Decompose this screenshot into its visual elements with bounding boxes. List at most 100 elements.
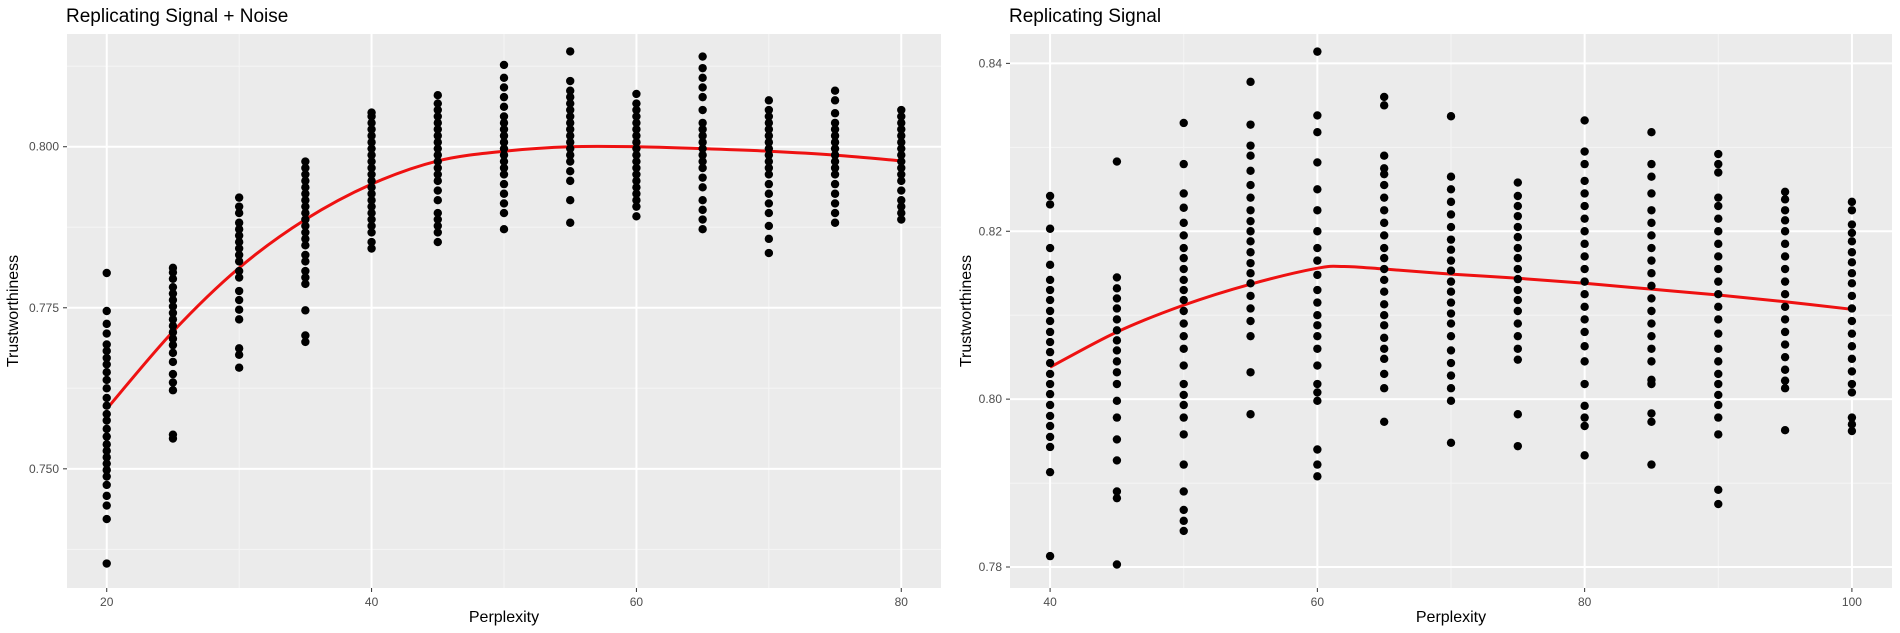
data-point bbox=[1112, 560, 1122, 569]
data-point bbox=[234, 257, 244, 266]
data-point bbox=[1045, 551, 1055, 561]
data-point bbox=[1045, 467, 1055, 477]
data-point bbox=[897, 163, 906, 173]
data-point bbox=[1379, 275, 1389, 285]
data-point bbox=[1112, 346, 1122, 355]
data-point bbox=[102, 424, 111, 434]
data-point bbox=[1112, 368, 1122, 377]
data-point bbox=[433, 131, 442, 140]
data-point bbox=[234, 237, 244, 247]
data-point bbox=[1714, 277, 1723, 286]
data-point bbox=[499, 157, 509, 166]
data-point bbox=[168, 302, 178, 311]
data-point bbox=[234, 266, 244, 276]
data-point bbox=[1580, 214, 1589, 223]
data-point bbox=[433, 237, 442, 247]
data-point bbox=[102, 501, 111, 510]
data-point bbox=[1847, 237, 1857, 246]
data-point bbox=[1045, 260, 1055, 270]
data-point bbox=[1513, 201, 1523, 211]
data-point bbox=[1513, 295, 1523, 305]
data-point bbox=[1847, 379, 1857, 389]
data-point bbox=[1446, 331, 1456, 341]
data-point bbox=[1379, 92, 1389, 102]
data-point bbox=[234, 350, 244, 360]
data-point bbox=[1446, 172, 1456, 181]
data-point bbox=[698, 173, 707, 182]
data-point bbox=[698, 157, 707, 166]
data-point bbox=[367, 202, 376, 211]
data-point bbox=[566, 92, 575, 102]
data-point bbox=[1313, 285, 1322, 295]
data-point bbox=[1714, 159, 1723, 169]
data-point bbox=[1647, 231, 1656, 240]
data-point bbox=[1045, 306, 1055, 316]
data-point bbox=[566, 167, 575, 176]
data-point bbox=[632, 202, 641, 211]
x-tick-label: 80 bbox=[895, 595, 909, 609]
data-point bbox=[764, 150, 774, 160]
data-point bbox=[301, 221, 310, 231]
data-point bbox=[1647, 460, 1656, 469]
data-point bbox=[632, 105, 641, 115]
data-point bbox=[1179, 189, 1188, 198]
data-point bbox=[566, 99, 575, 108]
data-point bbox=[1580, 421, 1589, 431]
data-point bbox=[1112, 493, 1122, 503]
data-point bbox=[1179, 505, 1188, 515]
data-point bbox=[1246, 410, 1255, 419]
data-point bbox=[1179, 231, 1188, 240]
data-point bbox=[632, 196, 641, 205]
data-point bbox=[499, 189, 509, 198]
data-point bbox=[102, 306, 111, 316]
data-point bbox=[1045, 327, 1055, 337]
data-point bbox=[1179, 430, 1188, 439]
data-point bbox=[897, 202, 906, 211]
data-point bbox=[830, 157, 840, 166]
data-point bbox=[1580, 342, 1589, 351]
data-point bbox=[698, 215, 707, 224]
data-point bbox=[830, 208, 840, 218]
data-point bbox=[764, 170, 774, 179]
data-point bbox=[1647, 206, 1656, 215]
data-point bbox=[830, 96, 840, 105]
data-point bbox=[1780, 290, 1790, 299]
data-point bbox=[1246, 77, 1255, 87]
data-point bbox=[1446, 438, 1456, 447]
data-point bbox=[1112, 336, 1122, 345]
data-point bbox=[1246, 227, 1255, 236]
data-point bbox=[1714, 390, 1723, 400]
data-point bbox=[1780, 277, 1790, 286]
data-point bbox=[367, 150, 376, 160]
data-point bbox=[1847, 228, 1857, 238]
data-point bbox=[1446, 235, 1456, 244]
data-point bbox=[830, 189, 840, 198]
data-point bbox=[764, 163, 774, 173]
data-point bbox=[433, 163, 442, 173]
data-point bbox=[168, 369, 178, 379]
data-point bbox=[1847, 197, 1857, 207]
data-point bbox=[1246, 316, 1255, 326]
data-point bbox=[1714, 149, 1723, 159]
data-point bbox=[1714, 290, 1723, 299]
data-point bbox=[897, 112, 906, 121]
data-point bbox=[698, 83, 707, 92]
data-point bbox=[168, 328, 178, 337]
data-point bbox=[367, 221, 376, 231]
data-point bbox=[301, 306, 310, 315]
data-point bbox=[566, 76, 575, 86]
data-point bbox=[1313, 270, 1322, 280]
data-point bbox=[1847, 220, 1857, 229]
data-point bbox=[1446, 371, 1456, 380]
data-point bbox=[433, 215, 442, 224]
data-point bbox=[632, 163, 641, 173]
data-point bbox=[1246, 279, 1255, 288]
data-point bbox=[764, 105, 774, 115]
data-point bbox=[1647, 357, 1656, 366]
data-point bbox=[1246, 248, 1255, 257]
data-point bbox=[168, 289, 178, 298]
data-point bbox=[1446, 358, 1456, 368]
data-point bbox=[102, 401, 111, 410]
data-point bbox=[1112, 294, 1122, 303]
data-point bbox=[433, 118, 442, 128]
